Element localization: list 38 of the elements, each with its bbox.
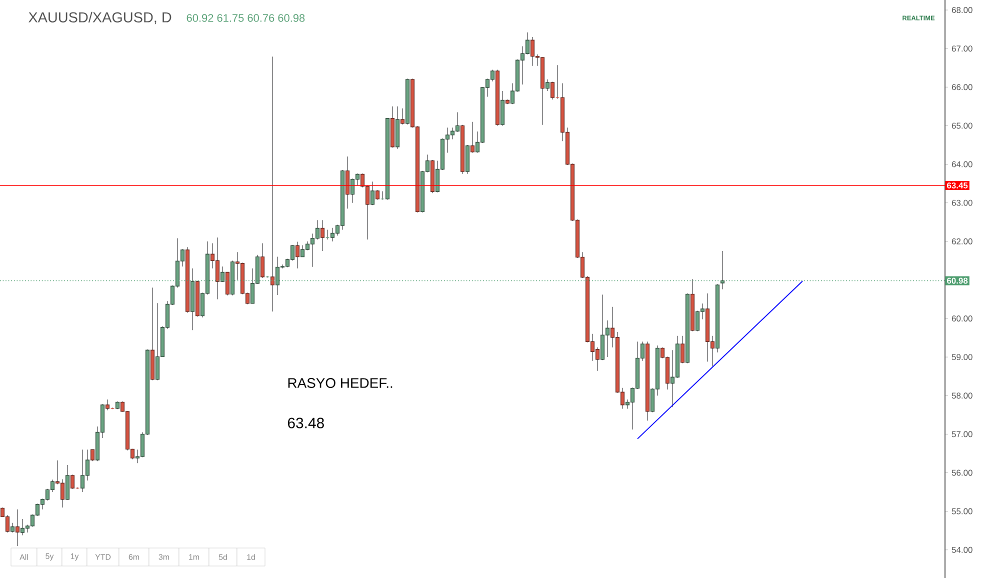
y-tick-label: 63.00 [952, 200, 972, 206]
y-tick-label: 62.00 [952, 238, 972, 244]
candlestick [226, 272, 230, 296]
candlestick [550, 81, 555, 100]
candlestick [400, 108, 405, 125]
annotation: RASYO HEDEF.. [288, 378, 392, 388]
y-tick-label: 67.00 [952, 46, 972, 52]
y-tick-label: 65.00 [952, 122, 972, 129]
ref-line-label: 60.98 [947, 278, 968, 284]
candlestick [90, 449, 94, 462]
y-tick-label: 58.00 [952, 392, 972, 399]
candlestick [66, 464, 70, 500]
y-tick-label: 55.00 [952, 508, 972, 514]
candlestick [260, 242, 264, 278]
candlestick [680, 335, 685, 364]
y-tick-label: 56.00 [952, 470, 972, 476]
y-tick-label: 59.00 [952, 354, 972, 360]
text: 60.92 61.75 60.76 60.98 [186, 14, 305, 22]
candlestick [320, 220, 325, 252]
y-tick-label: 60.00 [952, 316, 972, 322]
candlestick [270, 56, 274, 312]
candlestick [296, 241, 300, 269]
y-tick-label: 54.00 [952, 546, 972, 553]
text: XAUUSD/XAGUSD, D [28, 12, 172, 24]
candlestick [720, 250, 725, 290]
y-tick-label: 68.00 [952, 7, 972, 14]
candlestick [546, 79, 550, 92]
candlestick [16, 508, 20, 546]
y-tick-label: 64.00 [952, 161, 972, 168]
candlestick [370, 181, 375, 206]
candlestick [10, 522, 14, 533]
y-tick-label: 57.00 [952, 431, 972, 438]
candlestick [346, 156, 350, 209]
candlestick [470, 121, 475, 154]
annotation: 63.48 [288, 418, 324, 428]
candlestick [220, 266, 224, 282]
ref-line-label: 63.45 [947, 182, 968, 188]
y-tick-label: 66.00 [952, 84, 972, 90]
